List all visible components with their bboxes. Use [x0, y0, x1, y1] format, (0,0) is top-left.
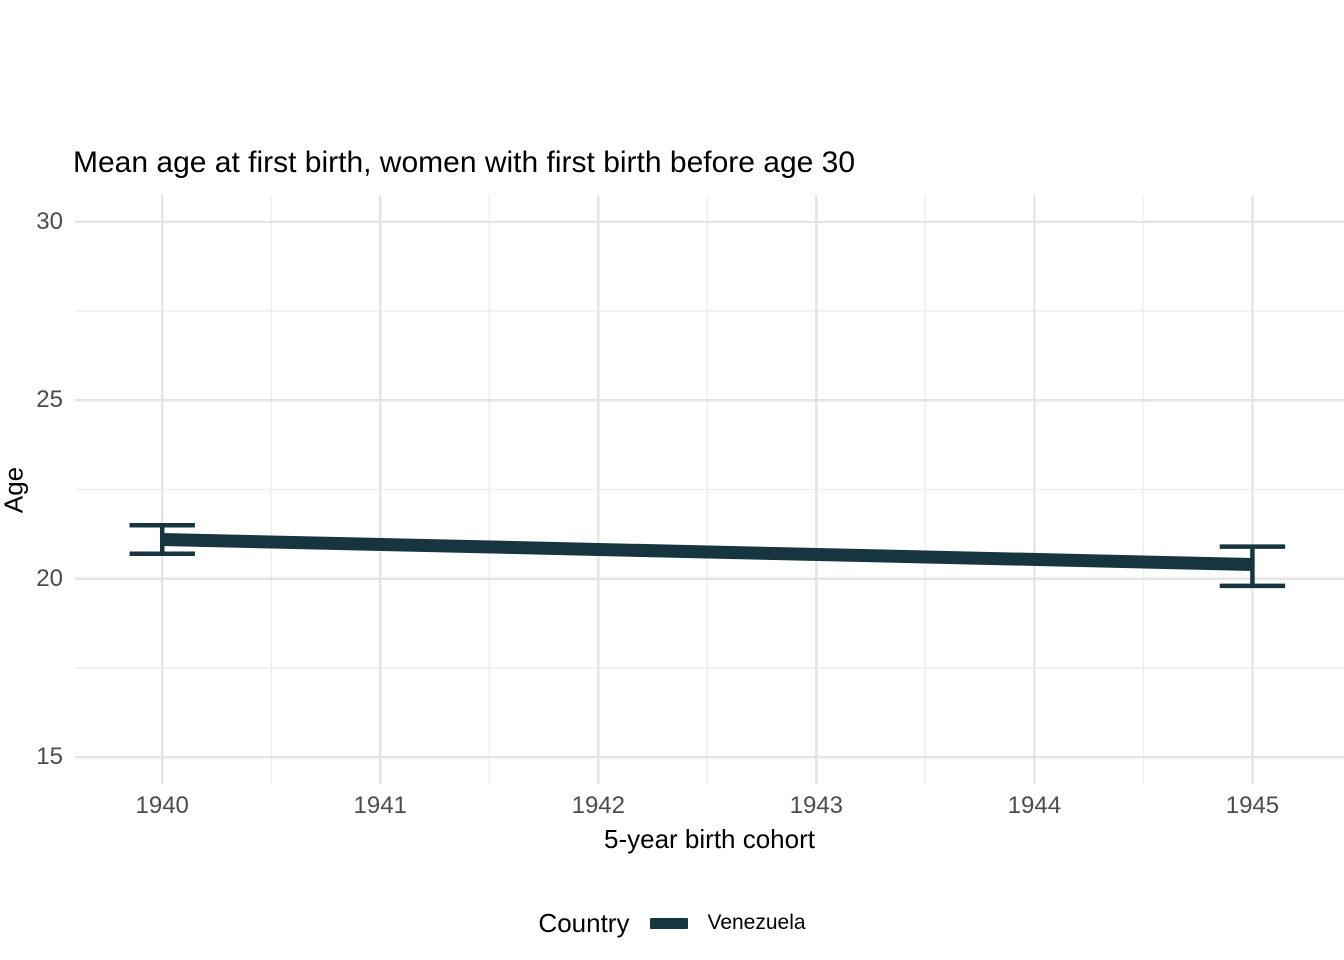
y-axis-tick-label: 15	[36, 743, 63, 771]
x-axis-tick-label: 1942	[571, 792, 625, 819]
series-venezuela	[129, 522, 1286, 589]
x-axis-tick-label: 1945	[1225, 792, 1280, 819]
x-axis-tick-label: 1941	[353, 792, 407, 819]
x-axis-tick-label: 1944	[1007, 792, 1062, 819]
x-axis-title: 5-year birth cohort	[604, 824, 815, 854]
y-axis-tick-label: 20	[36, 564, 63, 592]
chart-title: Mean age at first birth, women with firs…	[73, 146, 856, 179]
major-gridlines	[75, 195, 1344, 784]
minor-gridlines	[75, 195, 1344, 784]
legend: Country Venezuela	[0, 903, 1344, 943]
y-axis-tick-label: 30	[36, 207, 63, 235]
x-axis-tick-label: 1943	[789, 792, 844, 819]
legend-title: Country	[538, 907, 630, 938]
legend-entry-label: Venezuela	[707, 911, 806, 934]
x-axis-tick-label: 1940	[135, 792, 189, 819]
y-axis-tick-label: 25	[36, 386, 63, 414]
y-axis-title: Age	[0, 466, 29, 514]
series-line	[162, 532, 1253, 571]
legend-key-line-swatch	[650, 917, 689, 929]
